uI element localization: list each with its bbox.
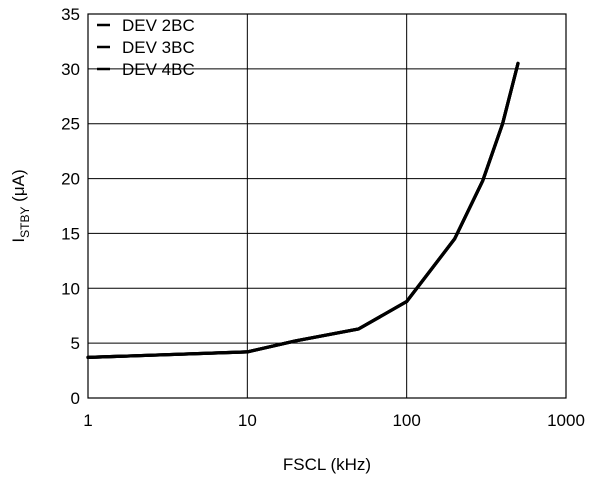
y-tick-label: 10 [61,279,80,298]
x-tick-label: 100 [392,411,420,430]
series-lines [86,61,520,359]
y-tick-label: 25 [61,115,80,134]
y-tick-label: 15 [61,224,80,243]
legend-label: DEV 4BC [122,60,195,79]
plot-frame [87,13,567,399]
x-tick-labels: 1 10 100 1000 [83,411,585,430]
y-tick-label: 35 [61,5,80,24]
y-tick-label: 20 [61,170,80,189]
x-tick-label: 1000 [547,411,585,430]
legend-label: DEV 2BC [122,16,195,35]
series-line-2 [86,61,520,359]
y-axis-title-main: I [9,238,28,243]
y-tick-label: 30 [61,60,80,79]
legend: DEV 2BC DEV 3BC DEV 4BC [97,16,195,79]
y-tick-labels: 0 5 10 15 20 25 30 35 [61,5,80,408]
y-axis-title-subscript: STBY [18,207,32,238]
x-axis-title: FSCL (kHz) [283,455,371,474]
series-line-1 [86,61,520,359]
x-tick-label: 1 [83,411,92,430]
series-line-3 [86,61,520,359]
grid-lines [88,14,566,398]
legend-label: DEV 3BC [122,38,195,57]
y-tick-label: 0 [71,389,80,408]
y-axis-title: ISTBY (μA) [9,169,32,242]
y-tick-label: 5 [71,334,80,353]
x-tick-label: 10 [238,411,257,430]
y-axis-title-unit: (μA) [9,169,28,206]
